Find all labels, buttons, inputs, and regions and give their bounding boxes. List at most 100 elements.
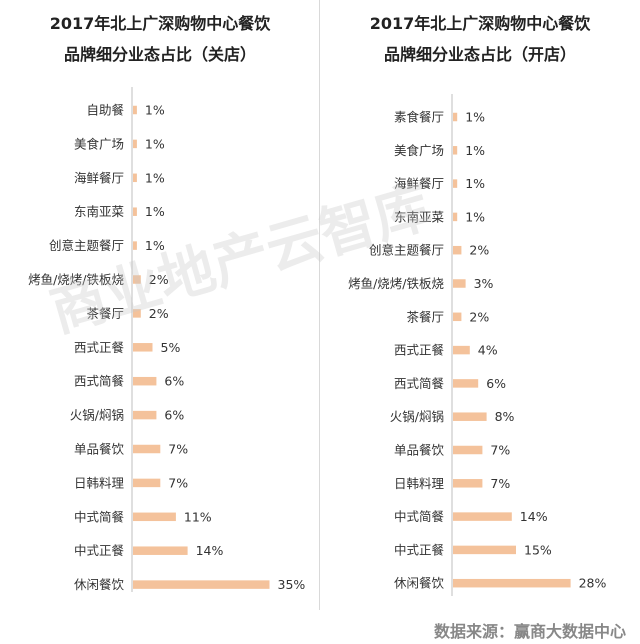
- value-label: 14%: [520, 509, 548, 524]
- value-label: 7%: [490, 476, 510, 491]
- category-label: 中式简餐: [394, 509, 445, 524]
- category-label: 东南亚菜: [394, 209, 445, 224]
- bar: [453, 212, 458, 222]
- value-label: 6%: [164, 374, 184, 389]
- bar: [453, 545, 516, 555]
- bar: [453, 112, 458, 122]
- category-label: 火锅/焖锅: [70, 408, 124, 423]
- bar: [133, 444, 161, 454]
- category-label: 休闲餐饮: [394, 576, 445, 591]
- category-label: 东南亚菜: [74, 204, 125, 219]
- bar: [453, 179, 458, 188]
- bar: [133, 275, 141, 284]
- category-label: 创意主题餐厅: [369, 243, 444, 258]
- bar: [133, 546, 188, 555]
- bar: [133, 173, 137, 183]
- bar: [133, 241, 137, 250]
- bar: [133, 309, 141, 318]
- value-label: 1%: [465, 176, 485, 191]
- category-label: 西式正餐: [394, 343, 445, 358]
- bar: [453, 279, 466, 288]
- value-label: 5%: [161, 340, 181, 355]
- value-label: 1%: [465, 110, 485, 125]
- value-label: 7%: [168, 475, 188, 490]
- bar: [133, 478, 161, 488]
- value-label: 28%: [579, 576, 607, 591]
- bar: [133, 105, 137, 115]
- category-label: 海鲜餐厅: [394, 176, 444, 191]
- value-label: 2%: [149, 272, 169, 287]
- bar: [133, 410, 157, 420]
- bar: [453, 312, 462, 322]
- bar: [453, 512, 512, 521]
- bar: [133, 139, 137, 149]
- bar-chart-openings: 素食餐厅 1% 美食广场 1% 海鲜餐厅 1% 东南亚菜 1% 创意主题餐厅 2% 烤鱼/烧烤/铁板…: [348, 94, 607, 596]
- bar: [133, 207, 137, 216]
- bar: [133, 580, 270, 589]
- category-label: 中式简餐: [74, 509, 125, 524]
- value-label: 11%: [184, 509, 212, 524]
- value-label: 1%: [465, 209, 485, 224]
- value-label: 1%: [465, 143, 485, 158]
- value-label: 1%: [145, 103, 165, 118]
- value-label: 14%: [196, 543, 224, 558]
- value-label: 2%: [469, 309, 489, 324]
- bar: [133, 376, 157, 386]
- category-label: 烤鱼/烧烤/铁板烧: [348, 276, 444, 291]
- chart-panel-openings: 2017年北上广深购物中心餐饮 品牌细分业态占比（开店） 素食餐厅 1% 美食广场 1…: [320, 0, 640, 644]
- value-label: 15%: [524, 542, 552, 557]
- chart-subtitle: 品牌细分业态占比（关店）: [63, 45, 256, 64]
- bar: [453, 379, 479, 388]
- value-label: 6%: [164, 408, 184, 423]
- category-label: 茶餐厅: [86, 306, 124, 321]
- chart-panel-closures: 2017年北上广深购物中心餐饮 品牌细分业态占比（关店） 自助餐 1% 美食广场 1%…: [28, 14, 306, 592]
- category-label: 海鲜餐厅: [74, 170, 124, 185]
- chart-title: 2017年北上广深购物中心餐饮: [369, 14, 591, 33]
- category-label: 单品餐饮: [74, 442, 125, 457]
- data-source: 数据来源：赢商大数据中心: [433, 622, 626, 641]
- category-label: 休闲餐饮: [74, 577, 125, 592]
- value-label: 1%: [145, 136, 165, 151]
- bar: [453, 479, 483, 488]
- bar: [453, 345, 470, 355]
- bar: [453, 445, 483, 455]
- value-label: 2%: [469, 243, 489, 258]
- category-label: 西式简餐: [394, 376, 445, 391]
- bar-chart-closures: 自助餐 1% 美食广场 1% 海鲜餐厅 1% 东南亚菜 1% 创意主题餐厅 1% 烤鱼/烧烤/铁板烧…: [28, 87, 306, 592]
- category-label: 西式简餐: [74, 374, 125, 389]
- category-label: 西式正餐: [74, 340, 125, 355]
- category-label: 美食广场: [394, 143, 444, 158]
- value-label: 7%: [168, 442, 188, 457]
- value-label: 1%: [145, 238, 165, 253]
- category-label: 中式正餐: [74, 543, 125, 558]
- value-label: 3%: [474, 276, 494, 291]
- category-label: 素食餐厅: [394, 110, 444, 125]
- category-label: 烤鱼/烧烤/铁板烧: [28, 272, 124, 287]
- value-label: 1%: [145, 170, 165, 185]
- chart-title: 2017年北上广深购物中心餐饮: [49, 14, 271, 33]
- category-label: 单品餐饮: [394, 443, 445, 458]
- value-label: 35%: [278, 577, 306, 592]
- bar: [453, 146, 458, 155]
- bar: [133, 512, 176, 522]
- bar: [453, 412, 487, 421]
- value-label: 8%: [495, 409, 515, 424]
- chart-subtitle: 品牌细分业态占比（开店）: [383, 45, 576, 64]
- value-label: 6%: [486, 376, 506, 391]
- value-label: 4%: [478, 343, 498, 358]
- category-label: 火锅/焖锅: [390, 409, 444, 424]
- category-label: 日韩料理: [74, 475, 125, 490]
- category-label: 美食广场: [74, 136, 124, 151]
- category-label: 自助餐: [86, 103, 124, 118]
- bar: [453, 245, 462, 255]
- bar: [453, 578, 571, 588]
- panel-divider: [319, 0, 320, 610]
- value-label: 7%: [490, 443, 510, 458]
- value-label: 2%: [149, 306, 169, 321]
- category-label: 中式正餐: [394, 542, 445, 557]
- bar: [133, 343, 153, 352]
- category-label: 茶餐厅: [406, 309, 444, 324]
- category-label: 日韩料理: [394, 476, 445, 491]
- value-label: 1%: [145, 204, 165, 219]
- category-label: 创意主题餐厅: [49, 238, 124, 253]
